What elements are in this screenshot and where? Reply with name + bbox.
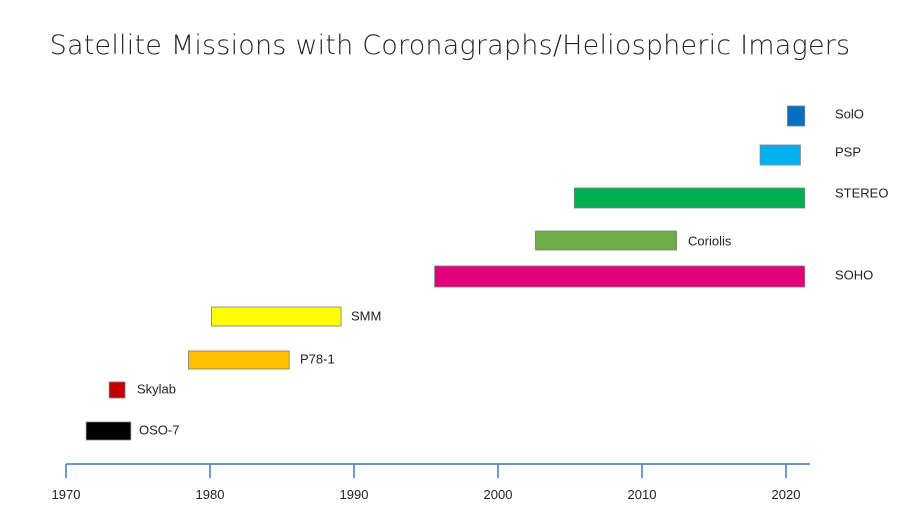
x-tick-label-1980: 1980 xyxy=(196,487,225,502)
mission-label-smm: SMM xyxy=(351,308,381,323)
mission-bar-psp xyxy=(759,144,801,166)
x-tick-label-2000: 2000 xyxy=(484,487,513,502)
x-axis: 1970 1980 1990 2000 2010 2020 xyxy=(52,463,810,502)
mission-bar-soho xyxy=(434,265,806,288)
x-tick-label-2020: 2020 xyxy=(772,487,801,502)
mission-label-stereo: STEREO xyxy=(835,185,888,200)
mission-bar-p78-1 xyxy=(187,350,290,370)
x-tick-label-1990: 1990 xyxy=(340,487,369,502)
mission-labels: OSO-7 Skylab P78-1 SMM SOHO Coriolis STEREO PSP… xyxy=(137,106,888,437)
mission-label-solo: SolO xyxy=(835,106,864,121)
mission-label-skylab: Skylab xyxy=(137,381,176,396)
mission-label-psp: PSP xyxy=(835,144,861,159)
mission-bar-coriolis xyxy=(535,230,677,251)
mission-label-p78-1: P78-1 xyxy=(300,351,335,366)
mission-bar-skylab xyxy=(108,381,126,399)
mission-bar-oso-7 xyxy=(85,421,132,441)
mission-bar-stereo xyxy=(573,187,806,209)
chart-title: Satellite Missions with Coronagraphs/Hel… xyxy=(49,30,851,61)
x-tick-label-2010: 2010 xyxy=(628,487,657,502)
mission-label-soho: SOHO xyxy=(835,267,873,282)
mission-label-coriolis: Coriolis xyxy=(688,233,732,248)
mission-bars xyxy=(85,105,806,441)
mission-bar-smm xyxy=(211,306,342,327)
mission-bar-solo xyxy=(787,105,806,127)
x-tick-label-1970: 1970 xyxy=(52,487,81,502)
mission-label-oso-7: OSO-7 xyxy=(139,422,179,437)
